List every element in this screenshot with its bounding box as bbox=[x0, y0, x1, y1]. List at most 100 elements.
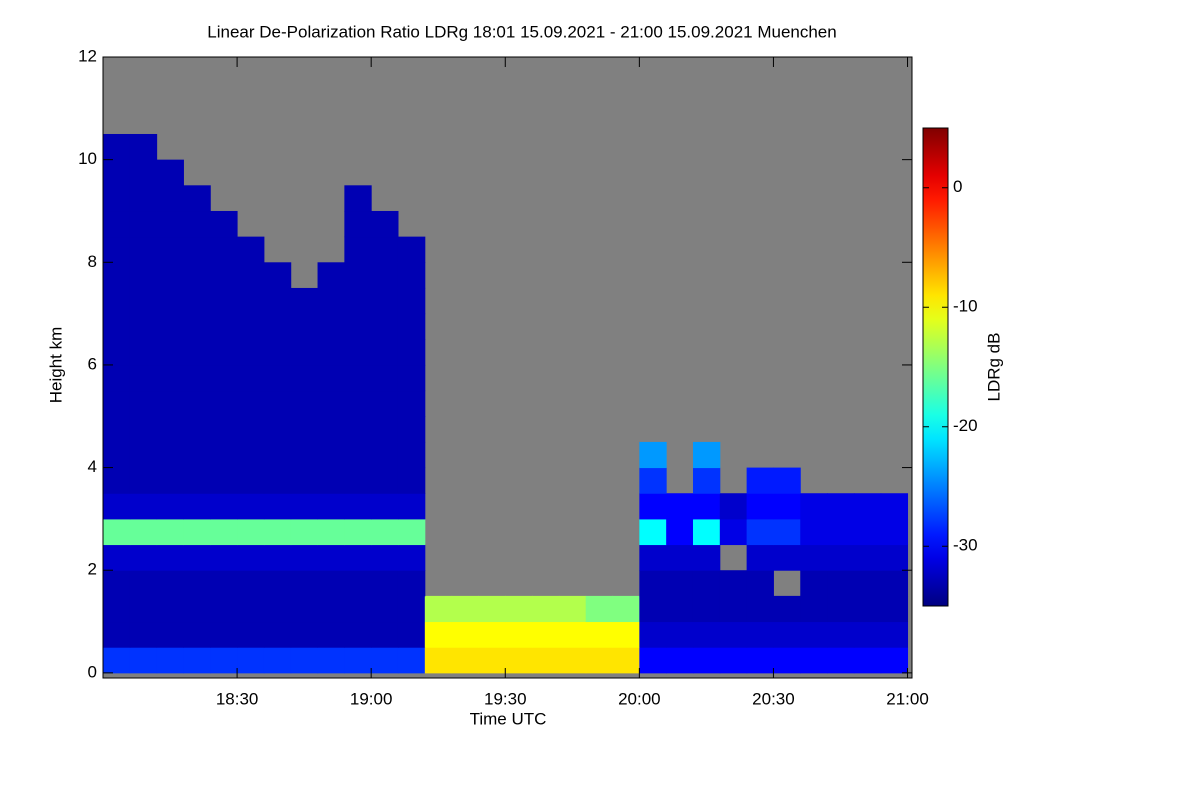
heatmap-cell bbox=[317, 647, 345, 674]
heatmap-cell bbox=[237, 621, 265, 648]
heatmap-cell bbox=[103, 185, 131, 212]
heatmap-cell bbox=[397, 313, 426, 340]
heatmap-cell bbox=[451, 621, 479, 648]
heatmap-cell bbox=[639, 621, 667, 648]
heatmap-cell bbox=[210, 339, 238, 366]
heatmap-cell bbox=[371, 236, 399, 263]
heatmap-cell bbox=[719, 493, 748, 520]
heatmap-cell bbox=[317, 364, 345, 392]
heatmap-cell bbox=[156, 441, 184, 469]
heatmap-cell bbox=[344, 390, 372, 417]
y-axis-label: Height km bbox=[46, 327, 65, 404]
heatmap-cell bbox=[344, 647, 372, 674]
heatmap-cell bbox=[397, 518, 426, 546]
heatmap-cell bbox=[317, 467, 345, 494]
heatmap-cell bbox=[666, 621, 694, 648]
heatmap-cell bbox=[156, 236, 184, 263]
heatmap-cell bbox=[692, 570, 721, 597]
heatmap-cell bbox=[156, 262, 184, 289]
heatmap-cell bbox=[424, 595, 453, 623]
heatmap-cell bbox=[344, 595, 372, 623]
heatmap-cell bbox=[746, 493, 774, 520]
heatmap-cell bbox=[210, 262, 238, 289]
heatmap-cell bbox=[290, 544, 319, 571]
heatmap-cell bbox=[183, 544, 211, 571]
heatmap-cell bbox=[317, 313, 345, 340]
heatmap-cell bbox=[317, 390, 345, 417]
heatmap-cell bbox=[666, 493, 694, 520]
heatmap-cell bbox=[853, 518, 882, 546]
x-tick-label: 20:00 bbox=[618, 689, 661, 708]
heatmap-cell bbox=[290, 364, 319, 392]
heatmap-cell bbox=[183, 570, 211, 597]
heatmap-cell bbox=[827, 647, 855, 674]
heatmap-cell bbox=[290, 570, 319, 597]
heatmap-cell bbox=[237, 518, 265, 546]
heatmap-cell bbox=[103, 416, 131, 443]
heatmap-cell bbox=[371, 210, 399, 238]
heatmap-cell bbox=[103, 159, 131, 186]
heatmap-cell bbox=[371, 493, 399, 520]
heatmap-cell bbox=[210, 287, 238, 315]
heatmap-cell bbox=[800, 544, 828, 571]
heatmap-cell bbox=[183, 390, 211, 417]
heatmap-cell bbox=[666, 544, 694, 571]
heatmap-cell bbox=[183, 287, 211, 315]
y-tick-label: 12 bbox=[78, 46, 97, 65]
heatmap-cell bbox=[263, 339, 292, 366]
heatmap-cell bbox=[290, 313, 319, 340]
heatmap-cell bbox=[558, 621, 587, 648]
heatmap-cell bbox=[210, 467, 238, 494]
heatmap-cell bbox=[532, 647, 560, 674]
heatmap-cell bbox=[612, 621, 640, 648]
heatmap-cell bbox=[397, 390, 426, 417]
heatmap-cell bbox=[371, 262, 399, 289]
heatmap-cell bbox=[558, 595, 587, 623]
heatmap-cell bbox=[237, 595, 265, 623]
heatmap-cell bbox=[639, 647, 667, 674]
heatmap-cell bbox=[290, 467, 319, 494]
heatmap-cell bbox=[585, 621, 614, 648]
heatmap-cell bbox=[639, 570, 667, 597]
x-tick-label: 20:30 bbox=[752, 689, 795, 708]
heatmap-cell bbox=[156, 518, 184, 546]
heatmap-cell bbox=[397, 441, 426, 469]
heatmap-cell bbox=[237, 570, 265, 597]
heatmap-cell bbox=[827, 493, 855, 520]
heatmap-cell bbox=[183, 647, 211, 674]
heatmap-cell bbox=[344, 416, 372, 443]
heatmap-cell bbox=[639, 595, 667, 623]
heatmap-cell bbox=[237, 364, 265, 392]
heatmap-cell bbox=[639, 441, 667, 469]
heatmap-cell bbox=[210, 518, 238, 546]
heatmap-cell bbox=[639, 467, 667, 494]
heatmap-cell bbox=[183, 416, 211, 443]
heatmap-cell bbox=[397, 467, 426, 494]
heatmap-cell bbox=[263, 621, 292, 648]
heatmap-cell bbox=[880, 518, 909, 546]
heatmap-cell bbox=[371, 287, 399, 315]
x-tick-label: 21:00 bbox=[886, 689, 929, 708]
heatmap-cell bbox=[397, 364, 426, 392]
heatmap-cell bbox=[344, 467, 372, 494]
heatmap-cell bbox=[719, 518, 748, 546]
heatmap-cell bbox=[666, 570, 694, 597]
heatmap-cell bbox=[532, 595, 560, 623]
heatmap-cell bbox=[478, 621, 506, 648]
heatmap-cell bbox=[129, 570, 158, 597]
heatmap-cell bbox=[692, 621, 721, 648]
heatmap-cell bbox=[290, 339, 319, 366]
heatmap-cell bbox=[129, 287, 158, 315]
heatmap-cell bbox=[156, 159, 184, 186]
heatmap-cell bbox=[156, 544, 184, 571]
heatmap-cell bbox=[290, 518, 319, 546]
heatmap-cell bbox=[263, 287, 292, 315]
heatmap-cell bbox=[237, 236, 265, 263]
heatmap-cell bbox=[210, 621, 238, 648]
y-tick-label: 8 bbox=[88, 252, 97, 271]
heatmap-cell bbox=[827, 621, 855, 648]
heatmap-cell bbox=[773, 518, 801, 546]
heatmap-cell bbox=[371, 544, 399, 571]
heatmap-cell bbox=[773, 595, 801, 623]
